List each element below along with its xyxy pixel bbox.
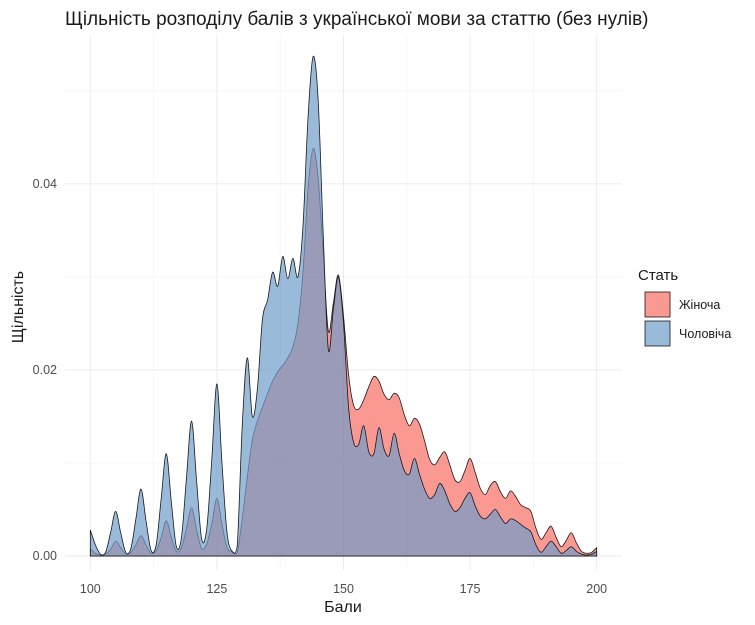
x-tick-label: 200 xyxy=(586,582,607,596)
x-tick-label: 175 xyxy=(460,582,481,596)
density-areas xyxy=(89,55,598,557)
y-axis-title: Щільність xyxy=(10,271,27,343)
x-axis-ticks: 100 125 150 175 200 xyxy=(80,582,607,596)
legend-title: Стать xyxy=(638,267,678,284)
x-axis-title: Бали xyxy=(324,599,362,616)
legend-label-series-1: Жіноча xyxy=(679,298,720,312)
chart-title: Щільність розподілу балів з української … xyxy=(65,9,649,30)
legend-label-series-2: Чоловіча xyxy=(679,327,731,341)
x-tick-label: 100 xyxy=(80,582,101,596)
legend-key-series-1 xyxy=(644,291,671,318)
y-axis-ticks: 0.00 0.02 0.04 xyxy=(33,177,57,563)
x-tick-label: 125 xyxy=(206,582,227,596)
y-tick-label: 0.04 xyxy=(33,177,57,191)
legend-key-series-2 xyxy=(644,320,671,347)
density-area-series-2 xyxy=(89,55,598,557)
x-tick-label: 150 xyxy=(333,582,354,596)
y-tick-label: 0.00 xyxy=(33,549,57,563)
legend: Стать Жіноча Чоловіча xyxy=(638,267,731,347)
y-tick-label: 0.02 xyxy=(33,363,57,377)
